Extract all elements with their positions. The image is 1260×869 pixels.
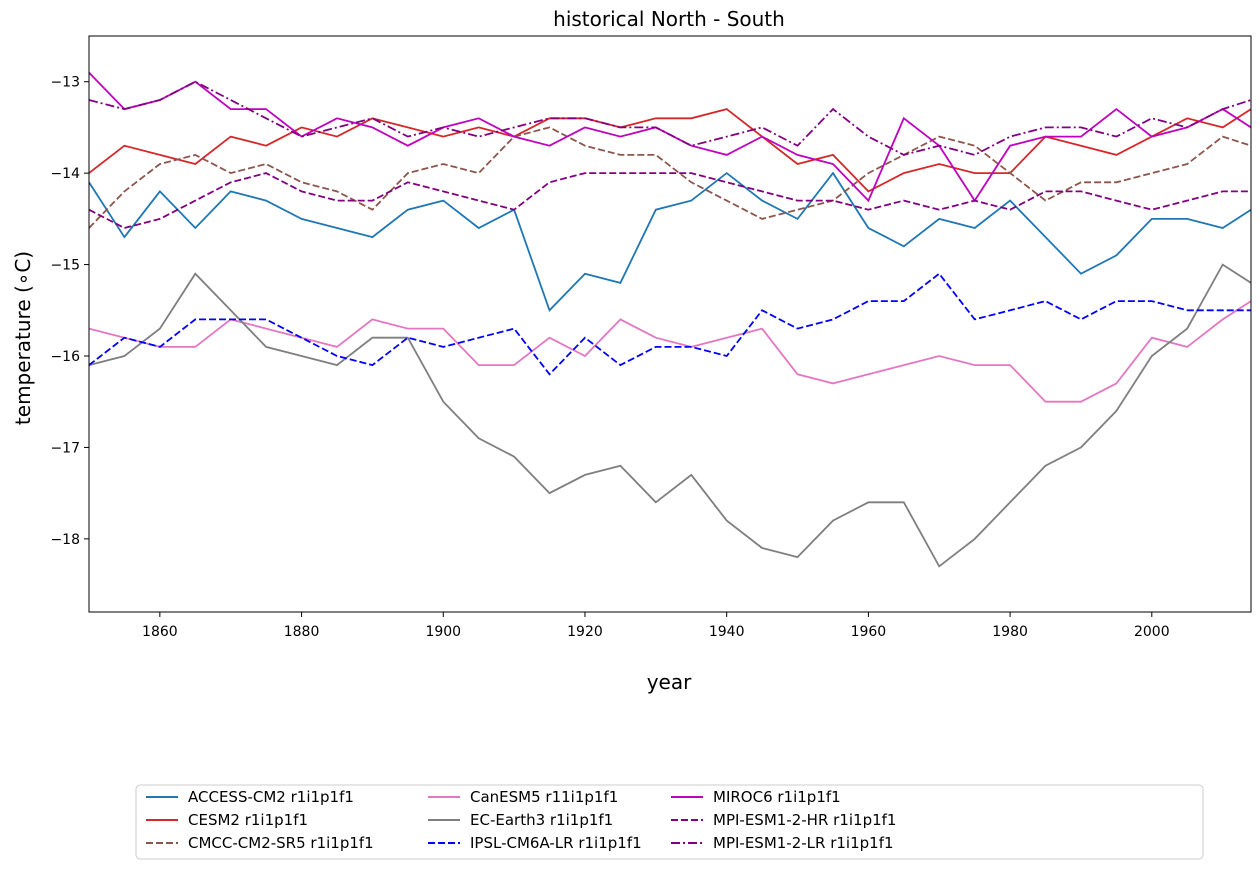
plot-frame xyxy=(88,35,1252,613)
y-tick-label: −18 xyxy=(50,532,80,548)
x-tick-label: 1940 xyxy=(709,624,745,640)
series-line-ipsl-cm6a-lr-r1i1p1f1 xyxy=(88,272,1251,376)
y-axis-label: temperature (∘C) xyxy=(11,251,35,425)
x-axis-ticks: 1860 1880 1900 1920 1940 1960 1980 2000 xyxy=(142,612,1170,640)
legend-entries: ACCESS-CM2 r1i1p1f1 CESM2 r1i1p1f1 CMCC-CM… xyxy=(146,788,896,852)
x-tick-label: 1980 xyxy=(992,624,1028,640)
legend-label-mpi-esm1-2-lr-r1i1p1f1: MPI-ESM1-2-LR r1i1p1f1 xyxy=(713,834,894,852)
x-axis-label: year xyxy=(647,670,692,694)
series-line-mpi-esm1-2-hr-r1i1p1f1 xyxy=(88,172,1251,229)
series-line-miroc6-r1i1p1f1 xyxy=(88,71,1252,203)
x-tick-label: 1960 xyxy=(851,624,887,640)
y-tick-label: −13 xyxy=(50,75,80,91)
series-line-cesm2-r1i1p1f1 xyxy=(88,108,1252,193)
series-line-mpi-esm1-2-lr-r1i1p1f1 xyxy=(88,80,1252,156)
y-tick-label: −17 xyxy=(50,440,80,456)
y-tick-label: −14 xyxy=(50,166,80,182)
x-tick-label: 1880 xyxy=(284,624,320,640)
legend-label-ipsl-cm6a-lr-r1i1p1f1: IPSL-CM6A-LR r1i1p1f1 xyxy=(470,834,642,852)
series-line-access-cm2-r1i1p1f1 xyxy=(88,171,1252,312)
y-tick-label: −15 xyxy=(50,258,80,274)
legend-label-cesm2-r1i1p1f1: CESM2 r1i1p1f1 xyxy=(188,811,308,829)
legend-label-mpi-esm1-2-hr-r1i1p1f1: MPI-ESM1-2-HR r1i1p1f1 xyxy=(713,811,896,829)
x-tick-label: 2000 xyxy=(1134,624,1170,640)
legend-box xyxy=(135,784,1204,860)
legend-label-access-cm2-r1i1p1f1: ACCESS-CM2 r1i1p1f1 xyxy=(188,788,354,806)
legend: ACCESS-CM2 r1i1p1f1 CESM2 r1i1p1f1 CMCC-CM… xyxy=(135,784,1204,860)
legend-label-ec-earth3-r1i1p1f1: EC-Earth3 r1i1p1f1 xyxy=(470,811,613,829)
series-line-canesm5-r11i1p1f1 xyxy=(88,300,1252,403)
series-layer xyxy=(88,71,1252,568)
series-line-cmcc-cm2-sr5-r1i1p1f1 xyxy=(88,126,1252,229)
legend-label-canesm5-r11i1p1f1: CanESM5 r11i1p1f1 xyxy=(470,788,618,806)
y-axis-ticks: −18 −17 −16 −15 −14 −13 xyxy=(50,75,89,548)
legend-label-cmcc-cm2-sr5-r1i1p1f1: CMCC-CM2-SR5 r1i1p1f1 xyxy=(188,834,374,852)
x-tick-label: 1920 xyxy=(567,624,603,640)
y-tick-label: −16 xyxy=(50,349,80,365)
legend-label-miroc6-r1i1p1f1: MIROC6 r1i1p1f1 xyxy=(713,788,841,806)
x-tick-label: 1900 xyxy=(425,624,461,640)
chart-title: historical North - South xyxy=(553,7,785,31)
x-tick-label: 1860 xyxy=(142,624,178,640)
series-line-ec-earth3-r1i1p1f1 xyxy=(88,263,1252,568)
